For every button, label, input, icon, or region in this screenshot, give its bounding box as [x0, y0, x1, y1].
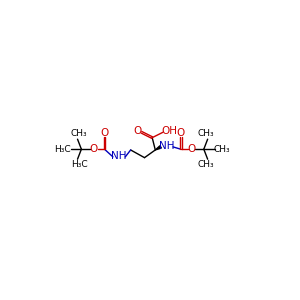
Text: NH: NH — [111, 151, 127, 161]
Text: O: O — [90, 144, 98, 154]
Polygon shape — [155, 146, 161, 150]
Text: CH₃: CH₃ — [198, 129, 214, 138]
Text: O: O — [100, 128, 109, 138]
Text: CH₃: CH₃ — [71, 129, 87, 138]
Text: OH: OH — [161, 127, 177, 136]
Text: NH: NH — [159, 141, 175, 151]
Text: O: O — [177, 128, 185, 138]
Text: O: O — [188, 144, 196, 154]
Text: O: O — [134, 127, 142, 136]
Text: CH₃: CH₃ — [214, 145, 231, 154]
Text: CH₃: CH₃ — [198, 160, 214, 169]
Text: H₃C: H₃C — [55, 145, 71, 154]
Text: H₃C: H₃C — [71, 160, 87, 169]
